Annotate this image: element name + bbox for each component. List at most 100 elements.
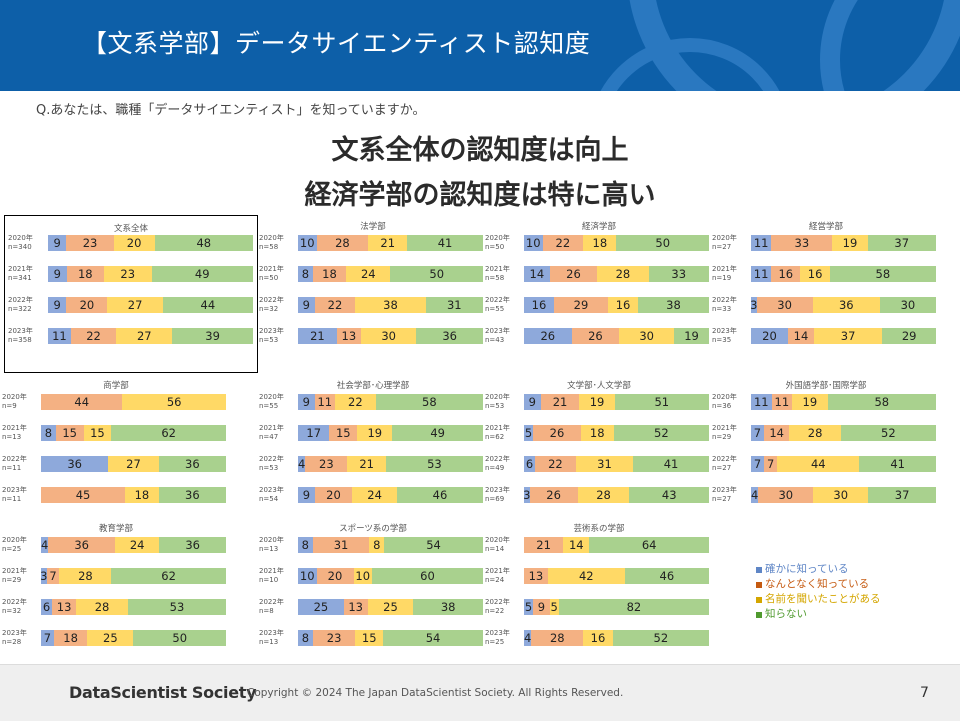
stacked-bar: 3 30 36 30: [750, 297, 936, 313]
stacked-bar: 3 26 28 43: [523, 487, 709, 503]
row-sample-size: n=322: [8, 305, 32, 313]
row-label: 2020年 n=58: [259, 234, 284, 252]
row-label: 2020年 n=36: [712, 393, 737, 411]
row-year: 2022年: [259, 455, 284, 463]
survey-question: Q.あなたは、職種「データサイエンティスト」を知っていますか。: [36, 103, 426, 118]
bar-segment: 18: [580, 425, 614, 441]
row-sample-size: n=358: [8, 336, 32, 344]
row-sample-size: n=55: [485, 305, 505, 313]
stacked-bar: 8 23 15 54: [298, 630, 483, 646]
bar-segment: 13: [52, 599, 77, 615]
company-logo: DataScientist Society: [69, 683, 257, 702]
row-sample-size: n=49: [485, 464, 505, 472]
bar-segment: 8: [298, 537, 313, 553]
row-sample-size: n=53: [259, 336, 279, 344]
row-year: 2020年: [259, 536, 284, 544]
row-label: 2023年 n=27: [712, 486, 737, 504]
row-sample-size: n=19: [712, 274, 732, 282]
row-sample-size: n=53: [259, 464, 279, 472]
bar-segment: 36: [812, 297, 880, 313]
stacked-bar: 44 56: [41, 394, 226, 410]
bar-segment: 26: [524, 328, 572, 344]
row-year: 2022年: [259, 598, 284, 606]
row-sample-size: n=32: [2, 607, 22, 615]
row-label: 2021年 n=341: [8, 265, 33, 283]
headline-line-1: 文系全体の認知度は向上: [331, 135, 629, 166]
slide-footer: DataScientist Society Copyright © 2024 T…: [0, 664, 960, 721]
bar-segment: 8: [41, 425, 56, 441]
chart-10: スポーツ系の学部 2020年 n=13 8 31 8 54 2021年 n=10 10 20 10 60…: [259, 522, 483, 672]
stacked-bar: 6 22 31 41: [524, 456, 709, 472]
bar-segment: 42: [547, 568, 625, 584]
bar-segment: 18: [66, 266, 104, 282]
bar-segment: 53: [385, 456, 483, 472]
bar-segment: 16: [583, 630, 613, 646]
bar-segment: 43: [629, 487, 709, 503]
row-year: 2023年: [259, 629, 284, 637]
bar-segment: 30: [813, 487, 869, 503]
bar-segment: 31: [312, 537, 370, 553]
row-sample-size: n=54: [259, 495, 279, 503]
row-label: 2022年 n=32: [2, 598, 27, 616]
row-label: 2023年 n=35: [712, 327, 737, 345]
row-year: 2023年: [2, 629, 27, 637]
row-year: 2020年: [259, 234, 284, 242]
row-year: 2021年: [2, 424, 27, 432]
bar-segment: 48: [154, 235, 253, 251]
chart-title: 文系全体: [113, 224, 148, 234]
stacked-bar: 21 13 30 36: [298, 328, 483, 344]
bar-segment: 14: [763, 425, 790, 441]
row-label: 2022年 n=322: [8, 296, 33, 314]
row-sample-size: n=8: [259, 607, 274, 615]
bar-segment: 20: [751, 328, 788, 344]
bar-segment: 54: [383, 630, 483, 646]
bar-segment: 4: [41, 537, 49, 553]
bar-segment: 11: [751, 394, 772, 410]
bar-segment: 27: [116, 328, 173, 344]
row-label: 2021年 n=19: [712, 265, 737, 283]
stacked-bar: 10 22 18 50: [524, 235, 709, 251]
bar-segment: 58: [829, 266, 936, 282]
row-sample-size: n=22: [485, 607, 505, 615]
stacked-bar: 25 13 25 38: [298, 599, 483, 615]
row-year: 2020年: [712, 234, 737, 242]
bar-segment: 28: [316, 235, 369, 251]
bar-segment: 19: [579, 394, 615, 410]
row-label: 2022年 n=22: [485, 598, 510, 616]
bar-segment: 16: [608, 297, 638, 313]
bar-segment: 21: [298, 328, 337, 344]
row-year: 2020年: [8, 234, 33, 242]
row-year: 2023年: [8, 327, 33, 335]
row-year: 2022年: [259, 296, 284, 304]
bar-segment: 28: [577, 487, 630, 503]
bar-segment: 36: [416, 328, 483, 344]
bar-segment: 29: [553, 297, 609, 313]
row-sample-size: n=340: [8, 243, 32, 251]
row-label: 2021年 n=10: [259, 567, 284, 585]
bar-segment: 9: [524, 394, 541, 410]
bar-segment: 4: [751, 487, 759, 503]
bar-segment: 58: [375, 394, 483, 410]
bar-segment: 10: [524, 235, 543, 251]
row-sample-size: n=9: [2, 402, 17, 410]
chart-title: 芸術系の学部: [573, 524, 625, 534]
row-year: 2022年: [2, 455, 27, 463]
bar-segment: 13: [524, 568, 548, 584]
stacked-bar: 9 20 24 46: [298, 487, 483, 503]
bar-segment: 23: [305, 456, 348, 472]
row-label: 2020年 n=55: [259, 393, 284, 411]
bar-segment: 13: [336, 328, 361, 344]
row-sample-size: n=29: [2, 576, 22, 584]
stacked-bar: 9 18 23 49: [48, 266, 253, 282]
bar-segment: 7: [751, 425, 764, 441]
bar-segment: 26: [549, 266, 598, 282]
copyright-text: Copyright © 2024 The Japan DataScientist…: [247, 687, 624, 699]
bar-segment: 36: [158, 456, 226, 472]
bar-segment: 19: [674, 328, 709, 344]
bar-segment: 82: [558, 599, 709, 615]
bar-segment: 27: [108, 456, 159, 472]
chart-title: 外国語学部･国際学部: [785, 381, 867, 391]
bar-segment: 50: [616, 235, 709, 251]
bar-segment: 37: [868, 487, 936, 503]
row-year: 2021年: [259, 265, 284, 273]
